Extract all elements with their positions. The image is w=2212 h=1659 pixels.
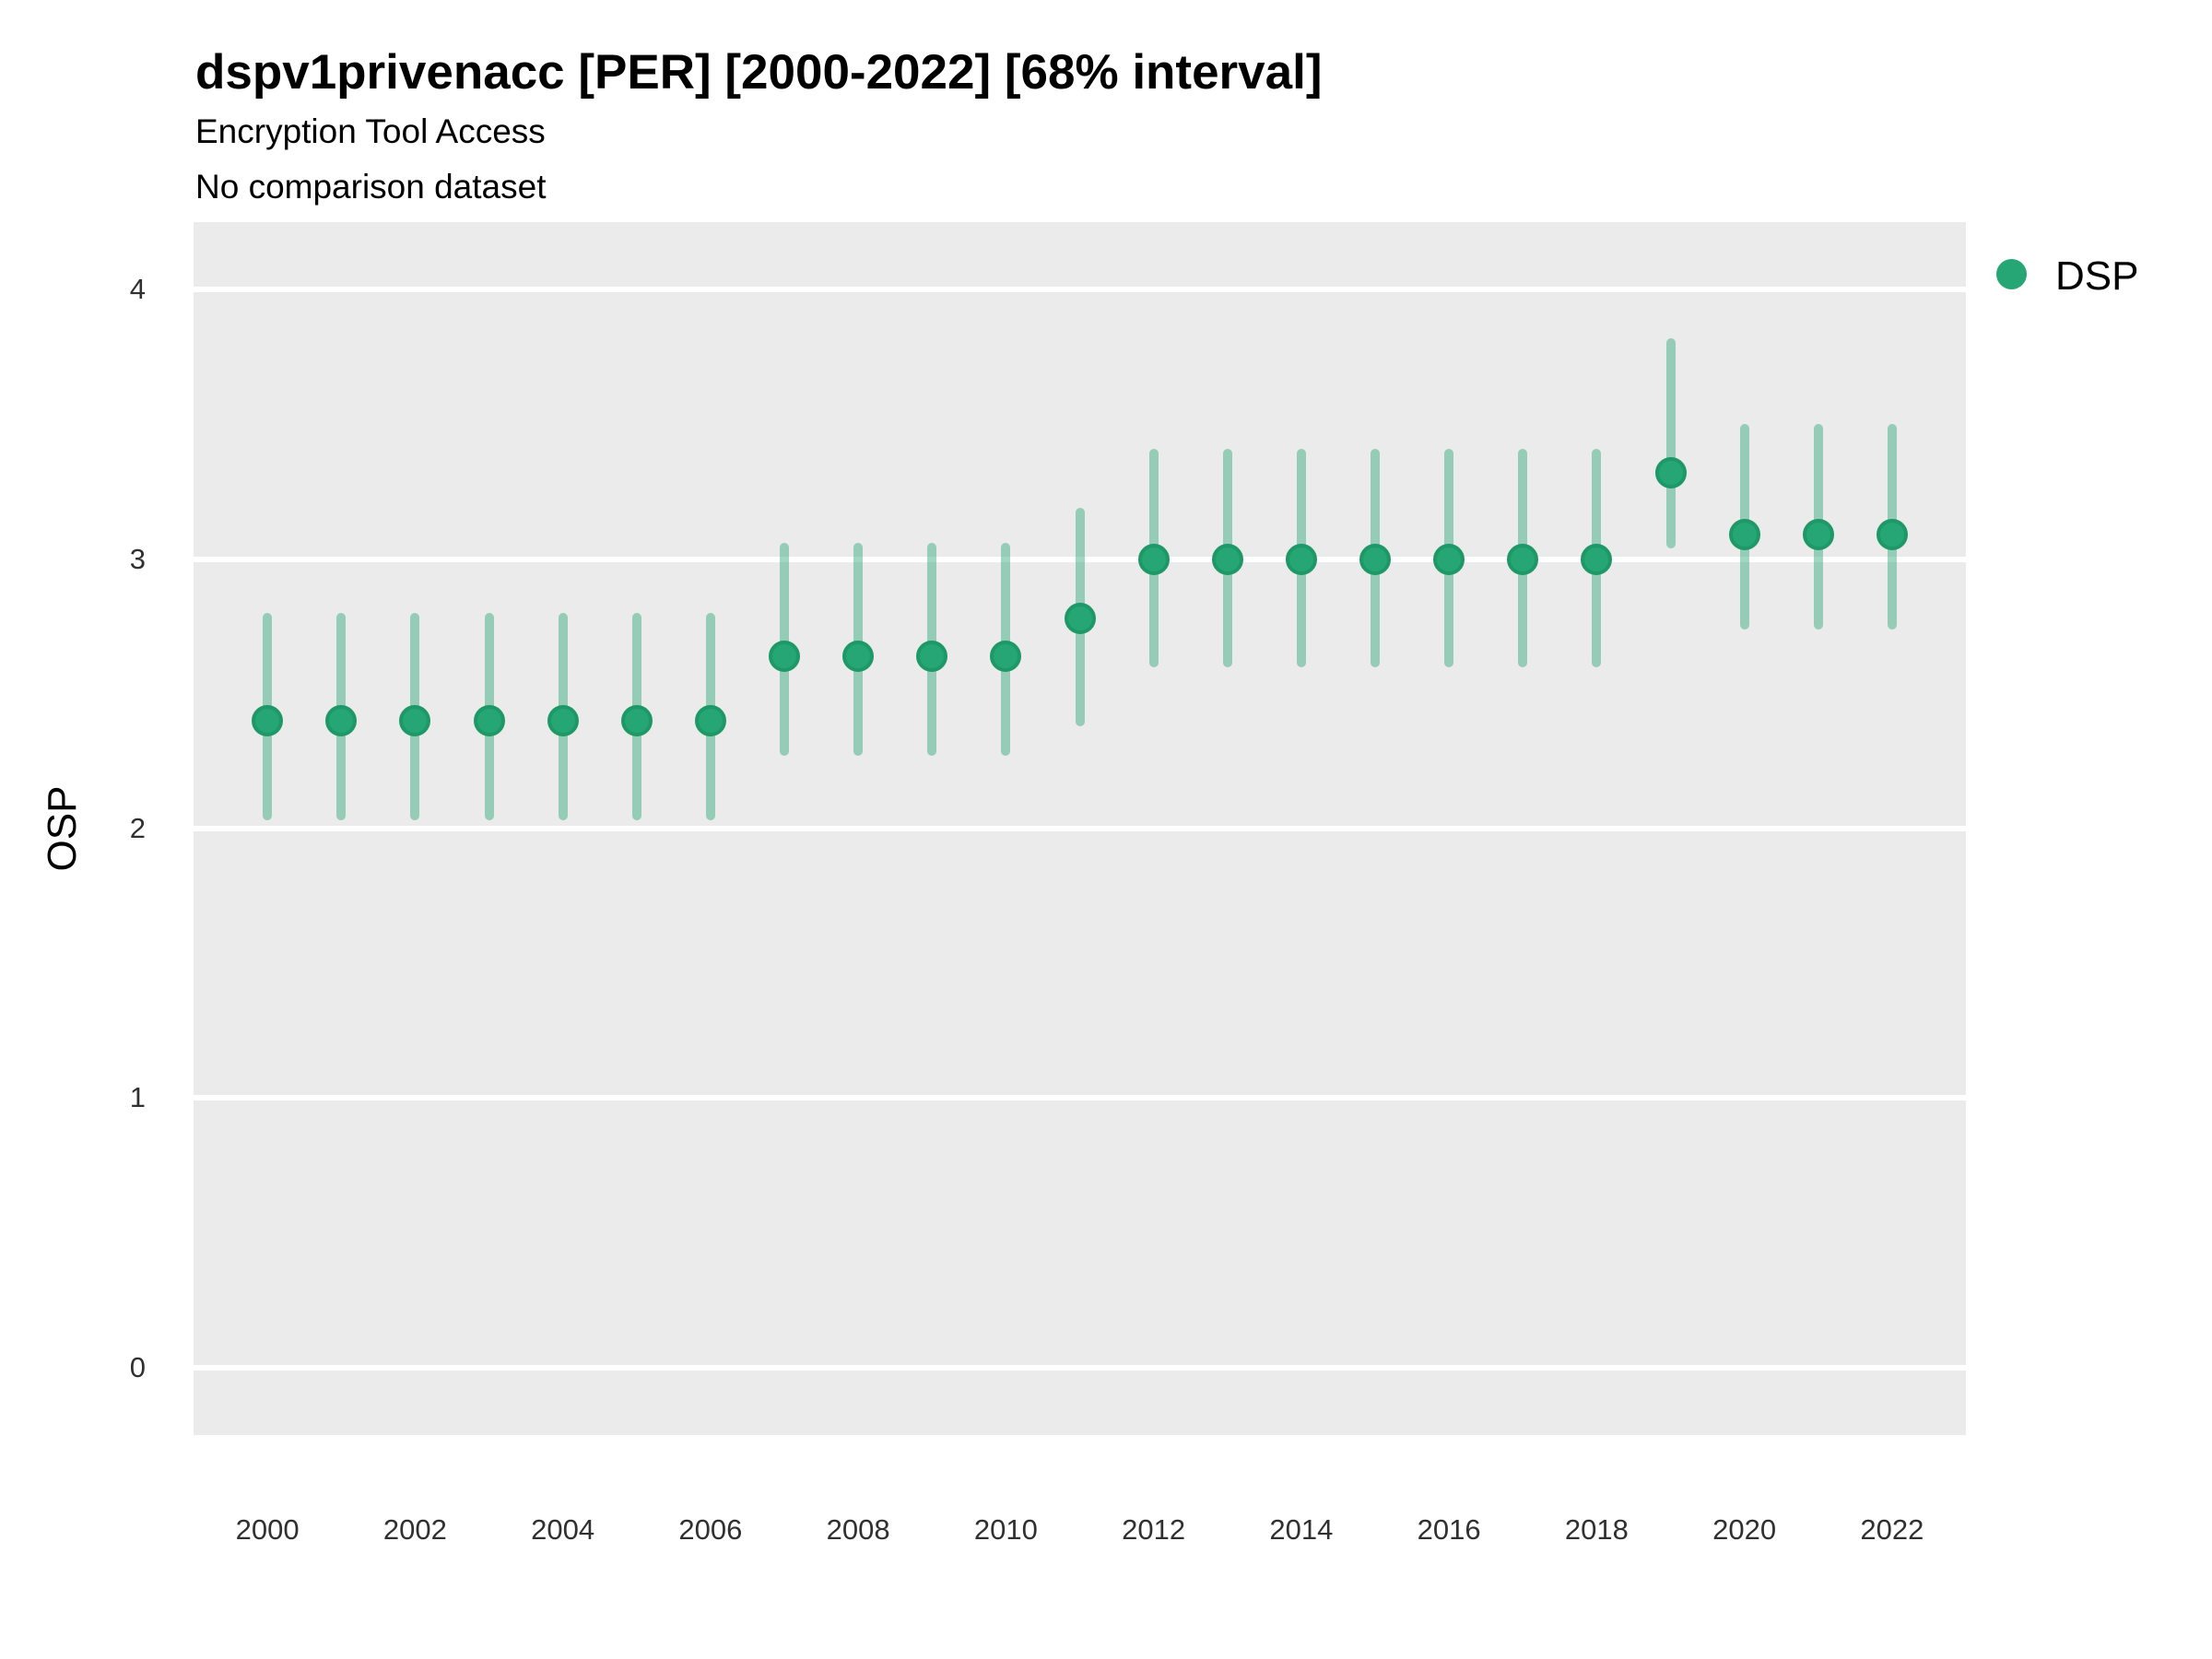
chart-title: dspv1privenacc [PER] [2000-2022] [68% in… <box>195 45 1323 100</box>
data-point <box>1137 543 1170 575</box>
data-point <box>990 640 1022 672</box>
interval-bar <box>1665 337 1676 548</box>
chart-note: No comparison dataset <box>195 168 547 206</box>
x-tick-label: 2016 <box>1417 1513 1481 1546</box>
x-tick-label: 2010 <box>973 1513 1038 1546</box>
data-point <box>1433 543 1465 575</box>
data-point <box>1359 543 1391 575</box>
y-tick-label: 0 <box>129 1350 146 1383</box>
data-point <box>399 705 431 737</box>
data-point <box>1728 519 1760 551</box>
x-tick-label: 2008 <box>826 1513 890 1546</box>
data-point <box>252 705 284 737</box>
data-point <box>1802 519 1834 551</box>
plot-panel <box>194 222 1966 1435</box>
gridline <box>194 1095 1966 1101</box>
data-point <box>325 705 358 737</box>
data-point <box>620 705 653 737</box>
data-point <box>916 640 948 672</box>
y-tick-label: 2 <box>129 812 146 844</box>
data-point <box>1654 456 1687 488</box>
x-tick-label: 2006 <box>678 1513 743 1546</box>
data-point <box>1211 543 1243 575</box>
data-point <box>842 640 875 672</box>
data-point <box>547 705 579 737</box>
y-tick-label: 4 <box>129 273 146 306</box>
gridline <box>194 826 1966 831</box>
data-point <box>473 705 505 737</box>
x-tick-label: 2022 <box>1860 1513 1924 1546</box>
x-tick-label: 2020 <box>1712 1513 1777 1546</box>
x-tick-label: 2000 <box>235 1513 300 1546</box>
data-point <box>1285 543 1317 575</box>
gridline <box>194 287 1966 293</box>
data-point <box>1876 519 1908 551</box>
legend-point-icon <box>1996 259 2027 289</box>
gridline <box>194 1364 1966 1371</box>
legend-label: DSP <box>2055 253 2139 299</box>
x-tick-label: 2002 <box>382 1513 447 1546</box>
data-point <box>1507 543 1539 575</box>
data-point <box>769 640 800 672</box>
data-point <box>694 705 726 737</box>
data-point <box>1581 543 1613 575</box>
y-tick-label: 1 <box>129 1081 146 1114</box>
x-tick-label: 2018 <box>1564 1513 1629 1546</box>
y-tick-label: 3 <box>129 542 146 575</box>
x-tick-label: 2014 <box>1269 1513 1334 1546</box>
x-tick-label: 2004 <box>531 1513 595 1546</box>
chart-subtitle: Encryption Tool Access <box>195 112 546 150</box>
x-tick-label: 2012 <box>1122 1513 1186 1546</box>
gridline <box>194 556 1966 562</box>
data-point <box>1064 602 1096 634</box>
